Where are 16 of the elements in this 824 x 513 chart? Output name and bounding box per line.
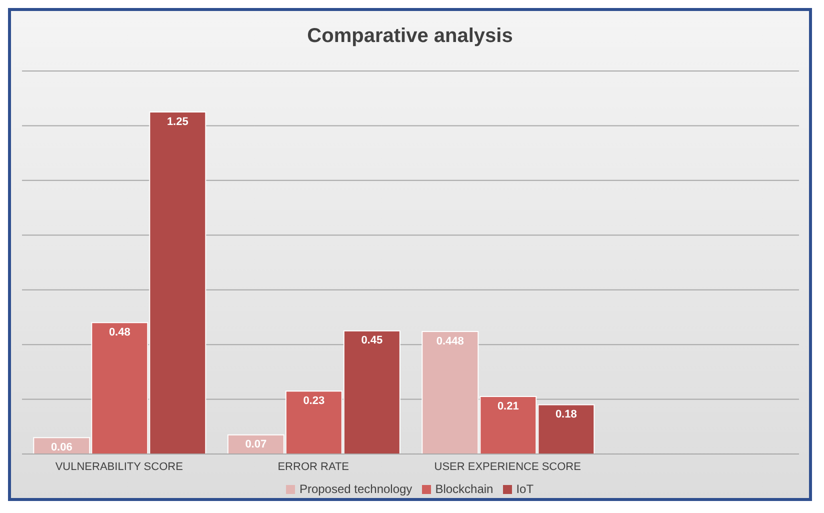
text: IoT [516,482,534,496]
data-label: 0.06 [50,441,72,454]
data-label: 0.48 [108,326,130,338]
data-label: 0.45 [361,334,383,347]
data-label: 0.23 [303,394,325,407]
x-tick-label: ERROR RATE [278,460,350,473]
data-label: 0.18 [555,408,577,421]
legend-label: Proposed technology [299,482,412,496]
data-label: 0.07 [245,438,267,451]
legend-label: Blockchain [435,482,494,496]
x-tick-label: VULNERABILITY SCORE [55,460,183,473]
data-label: 0.448 [436,335,464,348]
data-label: 0.21 [497,400,519,412]
x-tick-label: USER EXPERIENCE SCORE [434,460,581,473]
data-label: 1.25 [166,116,188,128]
chart-title: Comparative analysis [306,24,514,49]
